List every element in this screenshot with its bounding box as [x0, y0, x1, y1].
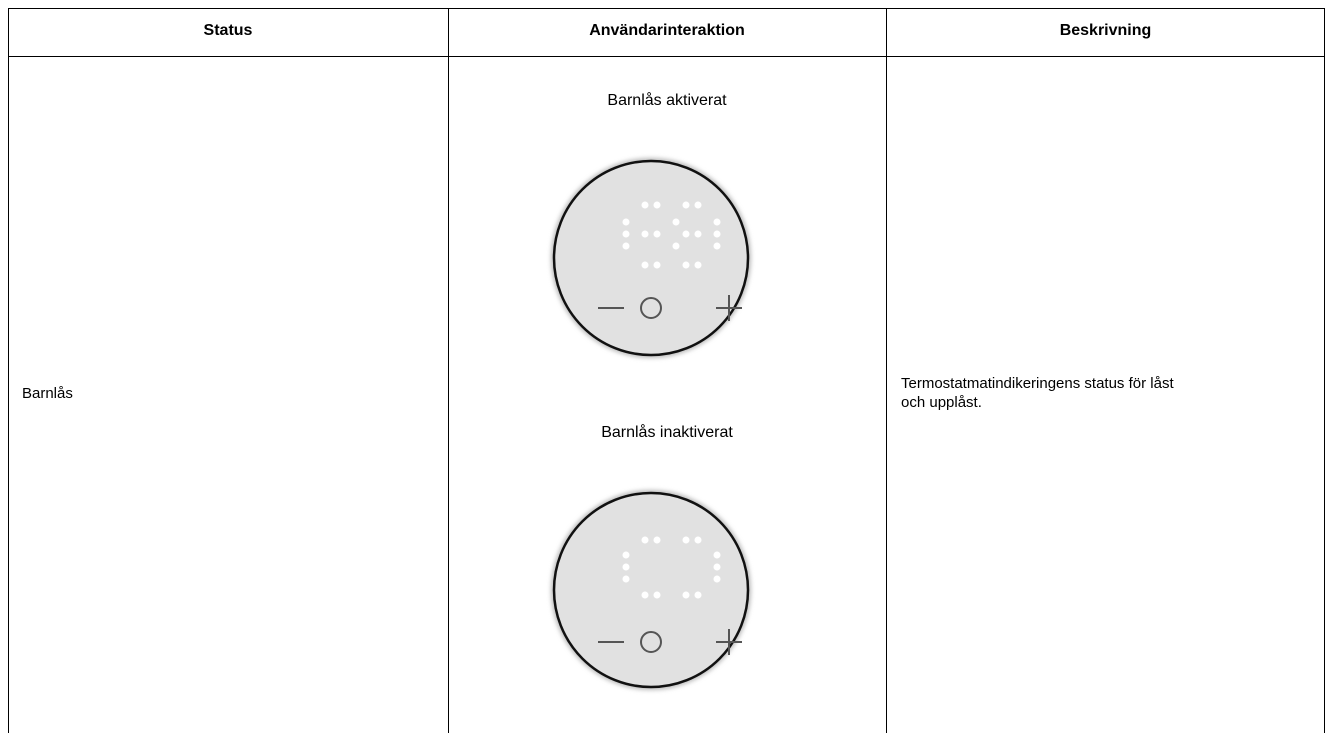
thermostat-locked [551, 158, 751, 358]
caption: Barnlås inaktiverat [601, 424, 733, 441]
status-cell: Barnlås [22, 385, 73, 402]
description-cell: Termostatmatindikeringens status för lås… [901, 375, 1174, 411]
column-header: Användarinteraktion [589, 22, 745, 39]
caption: Barnlås aktiverat [607, 92, 727, 109]
column-header: Status [203, 22, 253, 39]
column-header: Beskrivning [1059, 22, 1152, 39]
thermostat-unlocked [551, 490, 751, 690]
